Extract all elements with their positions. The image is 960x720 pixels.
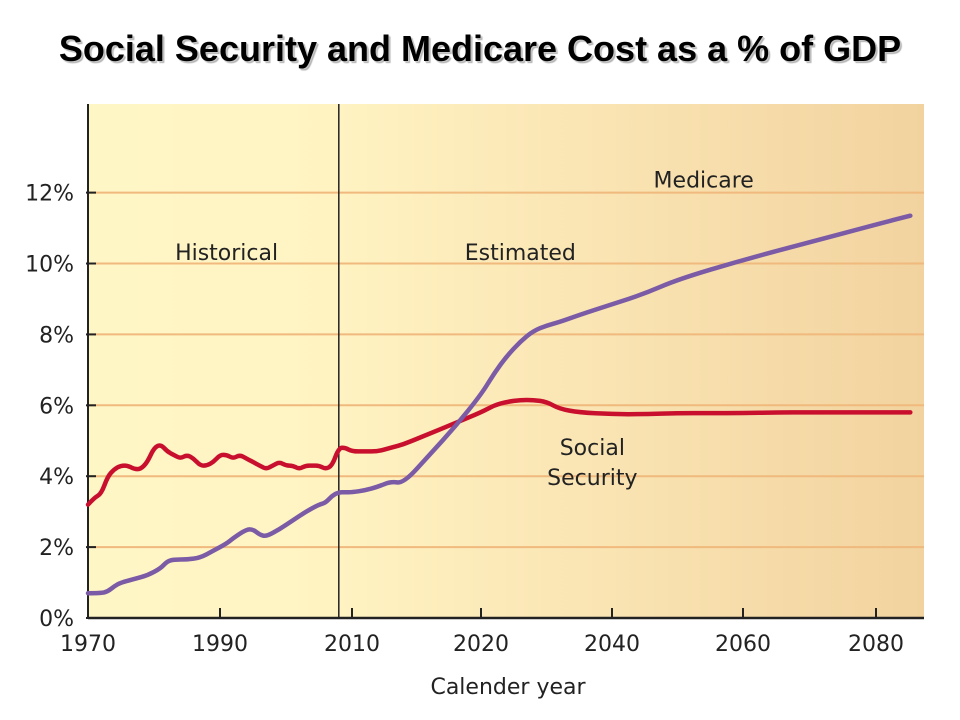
y-tick-label: 10% — [25, 253, 74, 278]
x-tick-label: 2040 — [584, 632, 640, 657]
annotation-security: Security — [547, 466, 637, 491]
axes: 0% 2% 4% 6% 8% 10% 12% 1970 1990 2010 2020 2040 2060… — [25, 104, 924, 657]
gridlines — [88, 191, 924, 549]
x-tick-label: 2020 — [453, 632, 509, 657]
y-tick-label: 4% — [39, 465, 74, 490]
x-axis-title: Calender year — [430, 675, 586, 700]
y-tick-label: 0% — [39, 607, 74, 632]
y-tick-label: 6% — [39, 394, 74, 419]
medicare-line — [85, 213, 913, 596]
social-security-line — [85, 397, 913, 507]
y-tick-label: 2% — [39, 536, 74, 561]
x-tick-label: 2080 — [848, 632, 904, 657]
x-tick-label: 2060 — [715, 632, 771, 657]
x-tick-label: 1990 — [192, 632, 248, 657]
series-lines — [85, 213, 913, 596]
annotation-medicare: Medicare — [654, 168, 754, 193]
x-tick-label: 1970 — [60, 632, 116, 657]
chart-title: Social Security and Medicare Cost as a %… — [58, 28, 902, 69]
annotation-social: Social — [560, 436, 625, 461]
annotation-estimated: Estimated — [465, 241, 576, 266]
y-tick-label: 8% — [39, 323, 74, 348]
x-tick-label: 2010 — [324, 632, 380, 657]
annotation-historical: Historical — [175, 241, 278, 266]
labels: Historical Estimated Medicare Social Securit… — [175, 168, 754, 491]
y-tick-label: 12% — [25, 182, 74, 207]
